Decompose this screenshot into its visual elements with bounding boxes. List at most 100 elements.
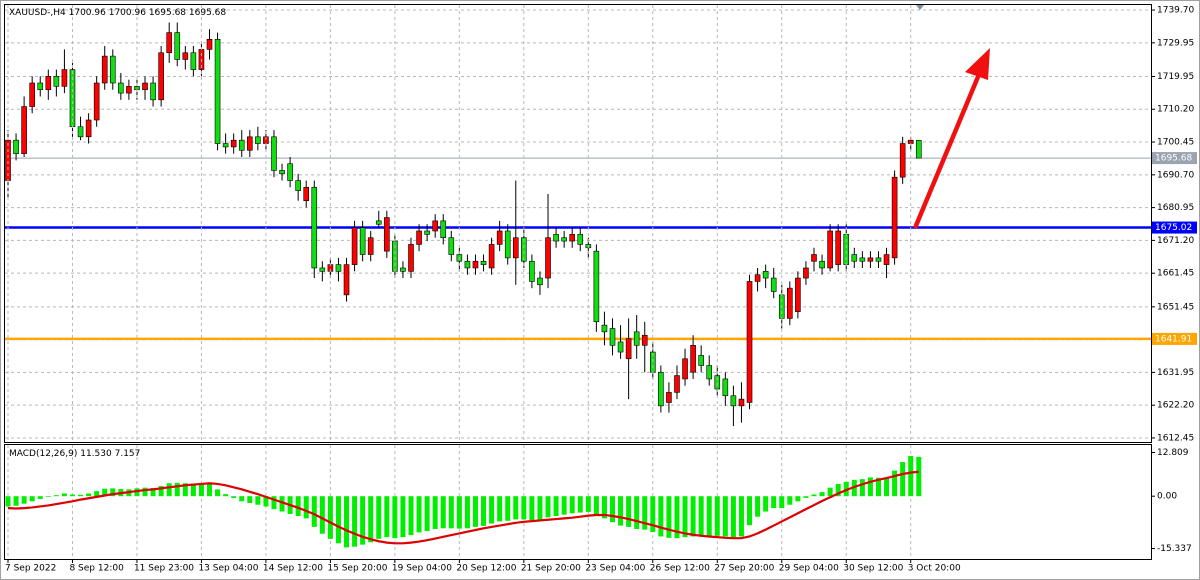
macd-bar bbox=[875, 477, 881, 497]
candle-body bbox=[859, 257, 866, 262]
y-tick-label: 1690.70 bbox=[1157, 170, 1194, 180]
macd-bar bbox=[916, 456, 922, 497]
annotation-arrow bbox=[912, 71, 983, 229]
candle-body bbox=[827, 230, 833, 269]
x-tick-label: 13 Sep 04:00 bbox=[198, 564, 258, 574]
candle-body bbox=[142, 82, 148, 91]
candle-body bbox=[85, 119, 92, 138]
candle-body bbox=[311, 186, 318, 269]
x-tick-label: 7 Sep 2022 bbox=[5, 564, 56, 574]
macd-bar bbox=[835, 483, 841, 497]
candle-body bbox=[851, 254, 858, 262]
candle-body bbox=[674, 375, 680, 393]
candle-body bbox=[754, 274, 761, 282]
candle-body bbox=[182, 52, 189, 60]
macd-bar bbox=[142, 487, 148, 497]
x-tick-label: 8 Sep 12:00 bbox=[69, 564, 124, 574]
macd-bar bbox=[642, 496, 648, 530]
macd-bar bbox=[521, 496, 527, 520]
candle-body bbox=[915, 140, 922, 159]
macd-bar bbox=[279, 496, 285, 512]
macd-bar bbox=[37, 496, 43, 499]
candle-body bbox=[722, 378, 729, 397]
macd-bar bbox=[505, 496, 511, 521]
candle-body bbox=[400, 267, 406, 272]
y-tick-label: 0.00 bbox=[1157, 492, 1177, 502]
candle-body bbox=[617, 341, 624, 353]
y-tick-label: 1729.95 bbox=[1157, 38, 1194, 48]
macd-bar bbox=[489, 496, 495, 524]
macd-bar bbox=[811, 494, 817, 497]
y-tick-label: 1622.20 bbox=[1157, 401, 1194, 411]
candle-body bbox=[770, 277, 777, 292]
macd-bar bbox=[86, 493, 92, 497]
macd-bar bbox=[859, 479, 865, 497]
candle-body bbox=[416, 230, 422, 245]
x-tick-label: 20 Sep 12:00 bbox=[456, 564, 516, 574]
macd-bar bbox=[45, 496, 51, 497]
y-tick-label: 1661.45 bbox=[1157, 269, 1194, 279]
candle-body bbox=[77, 126, 84, 138]
level-tag bbox=[1152, 221, 1197, 234]
candle-body bbox=[569, 234, 576, 242]
header-value: 1695.68 bbox=[189, 8, 226, 18]
candle-body bbox=[803, 267, 809, 279]
candle-body bbox=[521, 237, 527, 262]
macd-bar bbox=[198, 483, 204, 497]
macd-bar bbox=[335, 496, 341, 544]
macd-bar bbox=[360, 496, 366, 545]
macd-bar bbox=[819, 492, 825, 497]
macd-bar bbox=[392, 496, 398, 539]
macd-bar bbox=[344, 496, 350, 548]
candle-body bbox=[174, 32, 181, 60]
candle-body bbox=[730, 395, 737, 407]
macd-bar bbox=[150, 488, 156, 497]
macd-bar bbox=[182, 483, 188, 497]
candle-body bbox=[762, 271, 769, 279]
macd-bar bbox=[352, 496, 358, 547]
candle-body bbox=[545, 237, 551, 279]
macd-bar bbox=[174, 482, 180, 497]
macd-bar bbox=[207, 482, 212, 497]
candle-body bbox=[295, 180, 301, 191]
macd-bar bbox=[102, 488, 108, 497]
level-tag bbox=[1152, 152, 1197, 165]
macd-bar bbox=[787, 496, 793, 505]
y-tick-label: 1612.45 bbox=[1157, 433, 1194, 443]
candle-body bbox=[101, 55, 108, 84]
macd-bar bbox=[271, 496, 277, 510]
candle-body bbox=[21, 106, 27, 154]
candle-body bbox=[883, 254, 890, 265]
macd-bar bbox=[553, 496, 559, 516]
candle-body bbox=[561, 237, 567, 242]
candle-body bbox=[553, 234, 559, 242]
header-value: 1700.96 bbox=[109, 8, 146, 18]
x-tick-label: 15 Sep 20:00 bbox=[327, 564, 387, 574]
macd-bar bbox=[690, 496, 696, 537]
macd-bar bbox=[610, 496, 615, 523]
candle-body bbox=[247, 136, 253, 151]
macd-bar bbox=[763, 496, 769, 512]
macd-bar bbox=[593, 496, 599, 516]
macd-bar bbox=[730, 496, 736, 538]
macd-bar bbox=[577, 496, 583, 513]
macd-bar bbox=[416, 496, 422, 533]
macd-bar bbox=[481, 496, 487, 526]
candle-body bbox=[577, 234, 584, 245]
candle-body bbox=[118, 82, 124, 94]
macd-bar bbox=[634, 496, 640, 529]
macd-bar bbox=[110, 488, 116, 497]
macd-bar bbox=[311, 496, 317, 527]
candle-body bbox=[109, 55, 116, 84]
candle-body bbox=[706, 365, 713, 380]
y-tick-label: 1700.45 bbox=[1157, 138, 1194, 148]
level-tag bbox=[1152, 332, 1197, 345]
macd-bar bbox=[650, 496, 656, 533]
macd-bar bbox=[247, 496, 253, 504]
candle-body bbox=[488, 244, 495, 269]
macd-bar bbox=[319, 496, 325, 534]
macd-bar bbox=[771, 496, 777, 509]
macd-bar bbox=[706, 496, 712, 536]
candle-body bbox=[504, 230, 511, 259]
y-tick-label: 1631.95 bbox=[1157, 368, 1194, 378]
